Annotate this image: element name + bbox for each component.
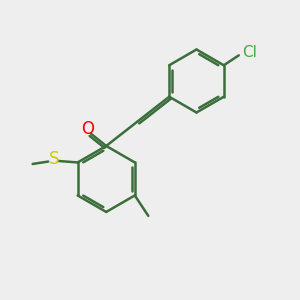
Text: Cl: Cl <box>242 45 257 60</box>
Text: O: O <box>81 120 94 139</box>
Text: S: S <box>48 150 59 168</box>
